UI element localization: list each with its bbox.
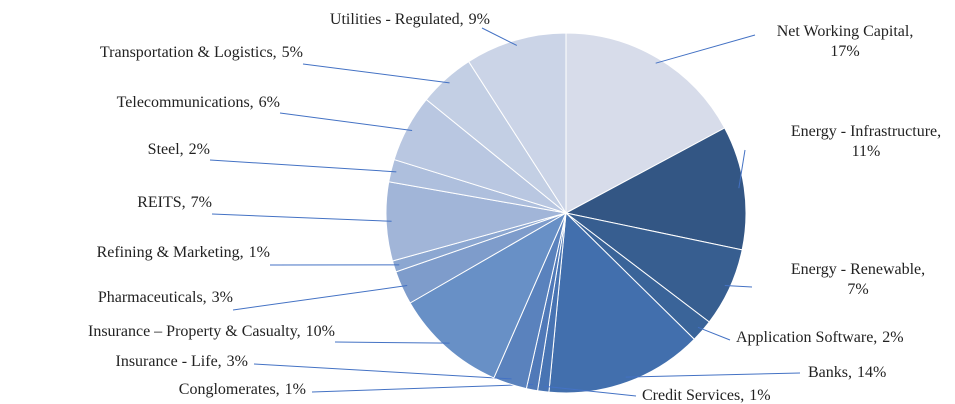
- label-separator: ,: [848, 364, 852, 381]
- leader-line: [302, 63, 450, 84]
- label-separator: ,: [276, 381, 280, 398]
- label-value: 9%: [469, 11, 490, 28]
- pie-slice: [409, 211, 568, 379]
- label-category: Net Working Capital: [777, 23, 910, 40]
- label-category: Steel: [148, 141, 181, 158]
- data-label: Telecommunications, 6%: [117, 94, 280, 111]
- label-separator: ,: [250, 94, 254, 111]
- data-label: Net Working Capital, 17%: [777, 23, 914, 60]
- label-separator: ,: [460, 11, 464, 28]
- label-value: 11%: [852, 143, 881, 160]
- label-category: Insurance – Property & Casualty: [88, 323, 298, 340]
- data-label: Insurance - Life, 3%: [116, 353, 249, 370]
- label-separator: ,: [909, 23, 913, 40]
- data-label: Energy - Renewable, 7%: [791, 261, 925, 298]
- label-separator: ,: [921, 261, 925, 278]
- label-category: Application Software: [736, 329, 873, 346]
- pie-slice: [564, 127, 747, 251]
- label-separator: ,: [873, 329, 877, 346]
- label-value: 2%: [882, 329, 903, 346]
- leader-line: [279, 112, 413, 132]
- data-label: Banks, 14%: [808, 364, 886, 381]
- label-separator: ,: [297, 323, 301, 340]
- label-value: 3%: [227, 353, 248, 370]
- label-category: Conglomerates: [179, 381, 276, 398]
- leader-line: [697, 326, 731, 341]
- label-separator: ,: [203, 289, 207, 306]
- leader-line: [311, 383, 533, 393]
- label-value: 17%: [830, 43, 859, 60]
- pie-slice: [548, 211, 695, 394]
- leader-line: [724, 285, 753, 288]
- leader-line: [232, 285, 408, 311]
- label-value: 7%: [847, 281, 868, 298]
- pie-slice: [467, 32, 567, 215]
- label-category: Energy - Renewable: [791, 261, 921, 278]
- label-category: Transportation & Logistics: [100, 44, 273, 61]
- label-category: Telecommunications: [117, 94, 250, 111]
- label-category: Energy - Infrastructure: [791, 123, 937, 140]
- label-value: 1%: [749, 387, 770, 404]
- data-label: Steel, 2%: [148, 141, 210, 158]
- data-label: Transportation & Logistics, 5%: [100, 44, 303, 61]
- label-category: REITS: [137, 194, 181, 211]
- label-category: Pharmaceuticals: [98, 289, 203, 306]
- leader-line: [543, 385, 637, 397]
- data-label: Utilities - Regulated, 9%: [330, 11, 490, 28]
- label-category: Insurance - Life: [116, 353, 218, 370]
- leader-line: [481, 27, 518, 46]
- data-label: Pharmaceuticals, 3%: [98, 289, 233, 306]
- data-label: Energy - Infrastructure, 11%: [791, 123, 941, 160]
- data-label: Application Software, 2%: [736, 329, 904, 346]
- leader-line: [253, 363, 512, 380]
- data-label: Insurance – Property & Casualty, 10%: [88, 323, 335, 340]
- label-separator: ,: [182, 194, 186, 211]
- label-separator: ,: [180, 141, 184, 158]
- label-value: 10%: [306, 323, 335, 340]
- data-label: Refining & Marketing, 1%: [97, 244, 270, 261]
- leader-line: [655, 34, 756, 64]
- label-category: Refining & Marketing: [97, 244, 240, 261]
- leader-line: [334, 341, 450, 344]
- label-separator: ,: [740, 387, 744, 404]
- label-value: 2%: [189, 141, 210, 158]
- label-separator: ,: [937, 123, 941, 140]
- label-value: 14%: [857, 364, 886, 381]
- label-category: Utilities - Regulated: [330, 11, 460, 28]
- label-value: 1%: [285, 381, 306, 398]
- label-separator: ,: [218, 353, 222, 370]
- label-value: 3%: [212, 289, 233, 306]
- leader-line: [211, 213, 392, 222]
- leader-line: [209, 159, 397, 173]
- label-value: 6%: [259, 94, 280, 111]
- label-separator: ,: [273, 44, 277, 61]
- data-label: REITS, 7%: [137, 194, 212, 211]
- pie-slice: [565, 32, 726, 214]
- label-separator: ,: [240, 244, 244, 261]
- label-value: 5%: [282, 44, 303, 61]
- label-category: Credit Services: [642, 387, 740, 404]
- label-value: 1%: [249, 244, 270, 261]
- leader-line: [625, 372, 801, 378]
- label-value: 7%: [191, 194, 212, 211]
- leader-line: [738, 149, 746, 189]
- label-category: Banks: [808, 364, 848, 381]
- data-label: Credit Services, 1%: [642, 387, 771, 404]
- data-label: Conglomerates, 1%: [179, 381, 306, 398]
